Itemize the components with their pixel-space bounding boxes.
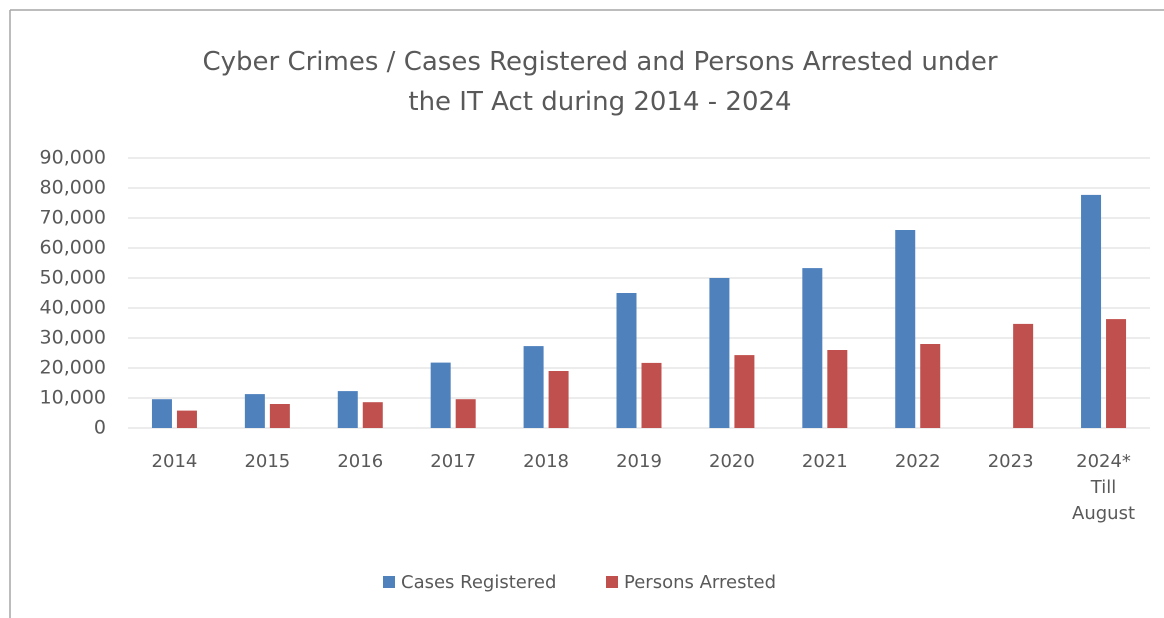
bar xyxy=(176,410,197,428)
bar xyxy=(430,362,451,428)
legend-label: Persons Arrested xyxy=(624,572,776,593)
bar xyxy=(337,391,358,428)
chart-title: Cyber Crimes / Cases Registered and Pers… xyxy=(202,47,998,117)
bar xyxy=(709,278,730,428)
bar xyxy=(1081,194,1102,428)
legend-label: Cases Registered xyxy=(401,572,556,593)
x-tick-label: 2021 xyxy=(801,451,848,472)
y-tick-label: 70,000 xyxy=(40,207,106,229)
x-tick-label: 2019 xyxy=(616,451,662,472)
bar xyxy=(362,402,383,428)
x-tick-label: 2023 xyxy=(987,451,1034,472)
y-tick-label: 40,000 xyxy=(40,297,106,319)
bar xyxy=(151,399,172,428)
x-tick-label: 2018 xyxy=(523,451,569,472)
y-tick-label: 20,000 xyxy=(40,357,106,379)
bar xyxy=(548,371,569,428)
x-tick-label: 2015 xyxy=(244,451,291,472)
legend-swatch xyxy=(383,576,395,588)
y-tick-label: 60,000 xyxy=(40,237,106,259)
bar xyxy=(269,404,290,428)
x-tick-label: 2016 xyxy=(337,451,384,472)
bar xyxy=(1013,323,1034,428)
bar xyxy=(802,268,823,428)
y-tick-label: 50,000 xyxy=(40,267,106,289)
bar xyxy=(616,293,637,428)
y-tick-label: 30,000 xyxy=(40,327,106,349)
x-tick-label: 2022 xyxy=(894,451,941,472)
y-tick-label: 10,000 xyxy=(40,387,106,409)
bar xyxy=(455,399,476,428)
bar xyxy=(734,355,755,428)
bar xyxy=(827,350,848,428)
bar xyxy=(523,346,544,428)
bar xyxy=(244,394,265,428)
x-tick-label: 2017 xyxy=(430,451,477,472)
bar xyxy=(920,344,941,428)
legend-swatch xyxy=(606,576,618,588)
y-tick-label: 0 xyxy=(94,417,106,439)
x-tick-label: 2020 xyxy=(709,451,755,472)
y-tick-label: 80,000 xyxy=(40,177,106,199)
bar xyxy=(1106,319,1127,428)
y-tick-label: 90,000 xyxy=(40,147,106,169)
bar xyxy=(895,230,916,428)
x-tick-label: 2024* Till August xyxy=(1072,451,1136,524)
x-tick-label: 2014 xyxy=(151,451,198,472)
bar xyxy=(641,362,662,428)
